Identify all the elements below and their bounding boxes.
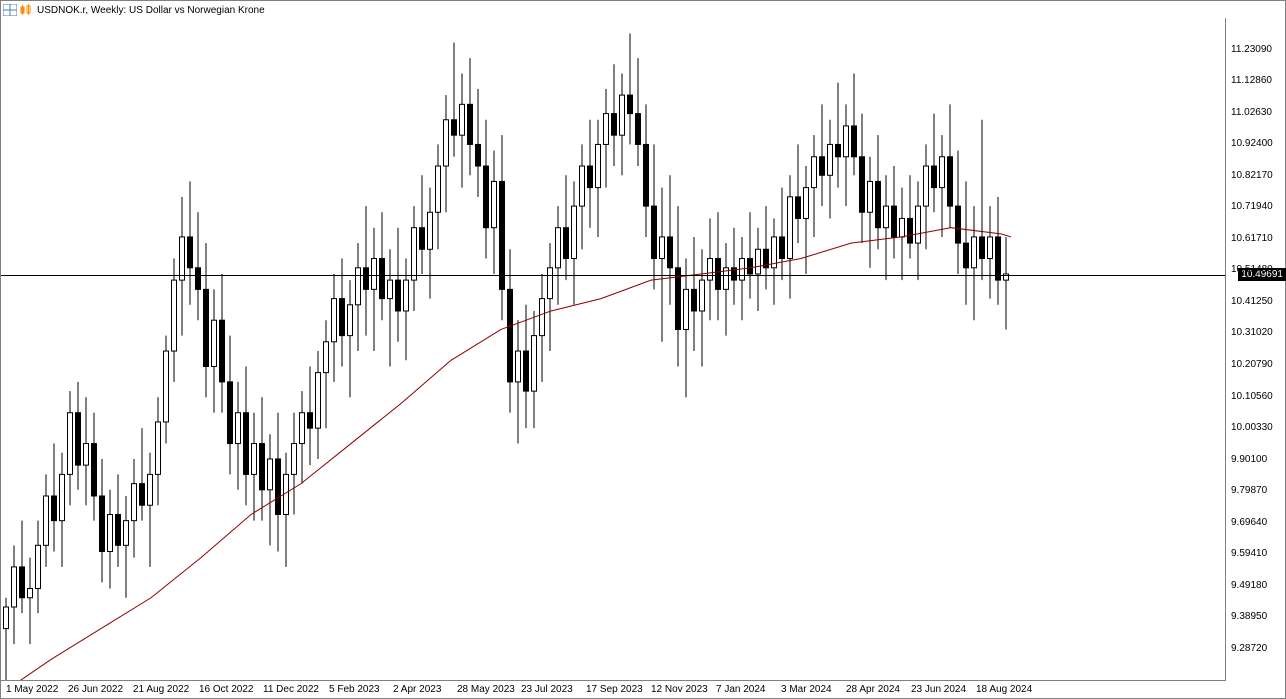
chart-plot-area[interactable]: 10.49691 bbox=[1, 18, 1226, 681]
chart-title-bar: USDNOK.r, Weekly: US Dollar vs Norwegian… bbox=[3, 3, 265, 17]
x-tick-label: 28 Apr 2024 bbox=[846, 684, 900, 695]
x-tick-label: 18 Aug 2024 bbox=[976, 684, 1032, 695]
y-tick-label: 9.38950 bbox=[1231, 611, 1267, 622]
y-tick-label: 10.10560 bbox=[1231, 391, 1273, 402]
x-tick-label: 3 Mar 2024 bbox=[781, 684, 832, 695]
x-tick-label: 2 Apr 2023 bbox=[393, 684, 441, 695]
y-tick-label: 9.79870 bbox=[1231, 485, 1267, 496]
x-tick-label: 21 Aug 2022 bbox=[133, 684, 189, 695]
y-tick-label: 9.90100 bbox=[1231, 454, 1267, 465]
y-tick-label: 10.82170 bbox=[1231, 170, 1273, 181]
x-tick-label: 23 Jun 2024 bbox=[911, 684, 966, 695]
y-tick-label: 10.20790 bbox=[1231, 359, 1273, 370]
y-tick-label: 11.02630 bbox=[1231, 107, 1272, 118]
x-tick-label: 28 May 2023 bbox=[457, 684, 515, 695]
x-tick-label: 11 Dec 2022 bbox=[263, 684, 319, 695]
x-tick-label: 7 Jan 2024 bbox=[716, 684, 766, 695]
chart-layout-icon bbox=[3, 4, 17, 16]
y-tick-label: 10.61710 bbox=[1231, 233, 1273, 244]
x-tick-label: 5 Feb 2023 bbox=[329, 684, 380, 695]
x-tick-label: 12 Nov 2023 bbox=[651, 684, 708, 695]
y-tick-label: 9.49180 bbox=[1231, 580, 1267, 591]
y-tick-label: 11.23090 bbox=[1231, 44, 1272, 55]
y-tick-label: 10.92400 bbox=[1231, 138, 1273, 149]
x-tick-label: 17 Sep 2023 bbox=[586, 684, 643, 695]
y-tick-label: 10.31020 bbox=[1231, 327, 1273, 338]
x-axis: 1 May 2022 26 Jun 2022 21 Aug 2022 16 Oct 2… bbox=[1, 680, 1226, 698]
y-tick-label: 11.12860 bbox=[1231, 75, 1272, 86]
x-tick-label: 26 Jun 2022 bbox=[68, 684, 123, 695]
y-axis: 11.23090 11.12860 11.02630 10.92400 10.82170… bbox=[1225, 18, 1285, 681]
y-tick-label: 9.69640 bbox=[1231, 517, 1267, 528]
x-tick-label: 23 Jul 2023 bbox=[521, 684, 573, 695]
chart-svg bbox=[1, 18, 1226, 681]
chart-candle-icon bbox=[19, 4, 33, 16]
y-tick-label: 9.59410 bbox=[1231, 548, 1267, 559]
y-tick-label: 9.28720 bbox=[1231, 643, 1267, 654]
x-tick-label: 1 May 2022 bbox=[6, 684, 58, 695]
current-price-line: 10.49691 bbox=[1, 275, 1226, 276]
chart-container[interactable]: USDNOK.r, Weekly: US Dollar vs Norwegian… bbox=[0, 0, 1286, 699]
chart-title: USDNOK.r, Weekly: US Dollar vs Norwegian… bbox=[37, 5, 265, 16]
y-tick-label: 10.00330 bbox=[1231, 422, 1273, 433]
y-tick-label: 10.71940 bbox=[1231, 201, 1273, 212]
y-tick-label: 10.41250 bbox=[1231, 296, 1273, 307]
x-tick-label: 16 Oct 2022 bbox=[199, 684, 253, 695]
y-tick-label: 10.51480 bbox=[1231, 264, 1273, 275]
